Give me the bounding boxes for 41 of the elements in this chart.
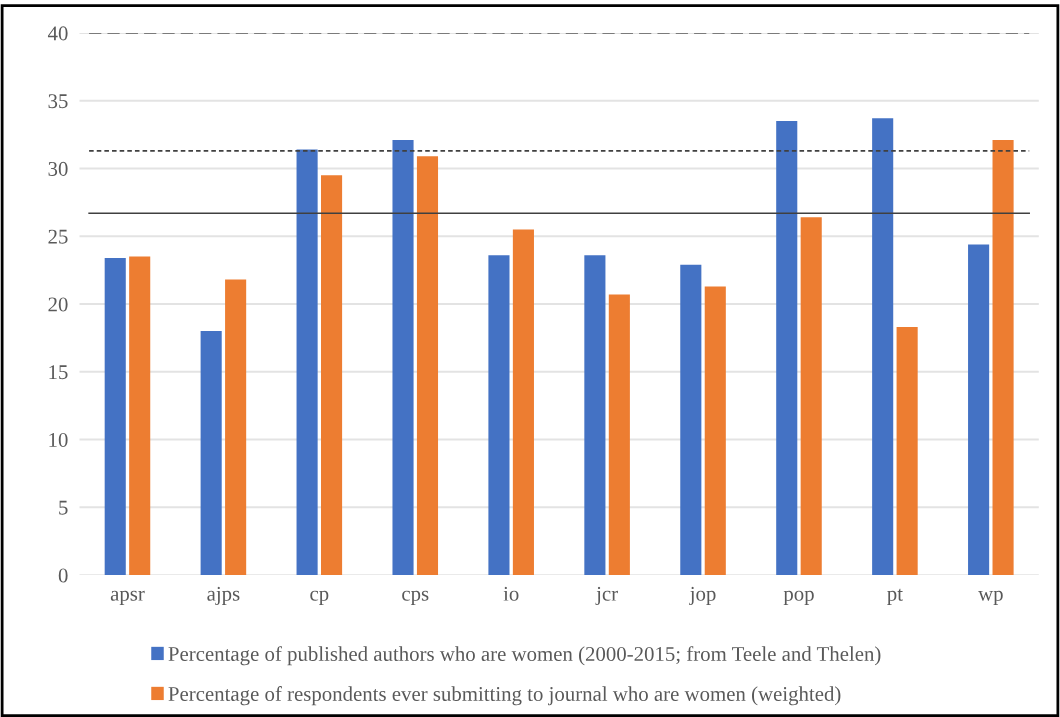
bar: [129, 256, 151, 576]
bar: [800, 217, 822, 576]
x-tick-label: cps: [402, 590, 429, 606]
x-tick-label: ajps: [207, 586, 240, 606]
bar: [608, 294, 630, 576]
x-tick-label: pt: [887, 588, 903, 606]
y-tick-label: 30: [48, 161, 68, 176]
bar: [704, 286, 726, 576]
bar: [896, 327, 918, 576]
bar: [584, 255, 606, 576]
bar: [488, 255, 510, 576]
bar: [416, 156, 439, 576]
bar: [776, 121, 798, 576]
bar: [512, 229, 534, 576]
y-tick-label: 20: [48, 297, 68, 312]
x-tick-label: io: [503, 586, 519, 601]
bar: [104, 257, 126, 576]
y-tick-label: 0: [58, 568, 68, 583]
x-tick-label: apsr: [110, 590, 145, 606]
x-tick-label: jop: [689, 586, 716, 606]
legend-label: Percentage of published authors who are women (2000-2015; from Teele and Thelen): [168, 646, 881, 666]
legend-label: Percentage of respondents ever submitting to journal who are women (weighted): [168, 686, 841, 706]
bar: [225, 279, 247, 576]
x-tick-label: jcr: [595, 586, 618, 606]
bar: [296, 149, 318, 576]
bar: [321, 175, 343, 576]
bar: [392, 140, 414, 576]
y-tick-label: 35: [48, 94, 68, 109]
y-tick-label: 5: [59, 500, 68, 515]
bar: [872, 118, 894, 576]
bar: [200, 331, 222, 576]
y-tick-label: 40: [47, 26, 68, 41]
y-tick-label: 10: [49, 432, 68, 447]
bar: [680, 264, 702, 576]
x-tick-label: cp: [310, 590, 329, 606]
y-tick-label: 25: [48, 229, 68, 244]
x-tick-label: wp: [978, 590, 1003, 606]
x-tick-label: pop: [783, 590, 814, 606]
bar: [968, 244, 990, 576]
y-tick-label: 15: [49, 365, 68, 380]
bar: [992, 140, 1014, 576]
